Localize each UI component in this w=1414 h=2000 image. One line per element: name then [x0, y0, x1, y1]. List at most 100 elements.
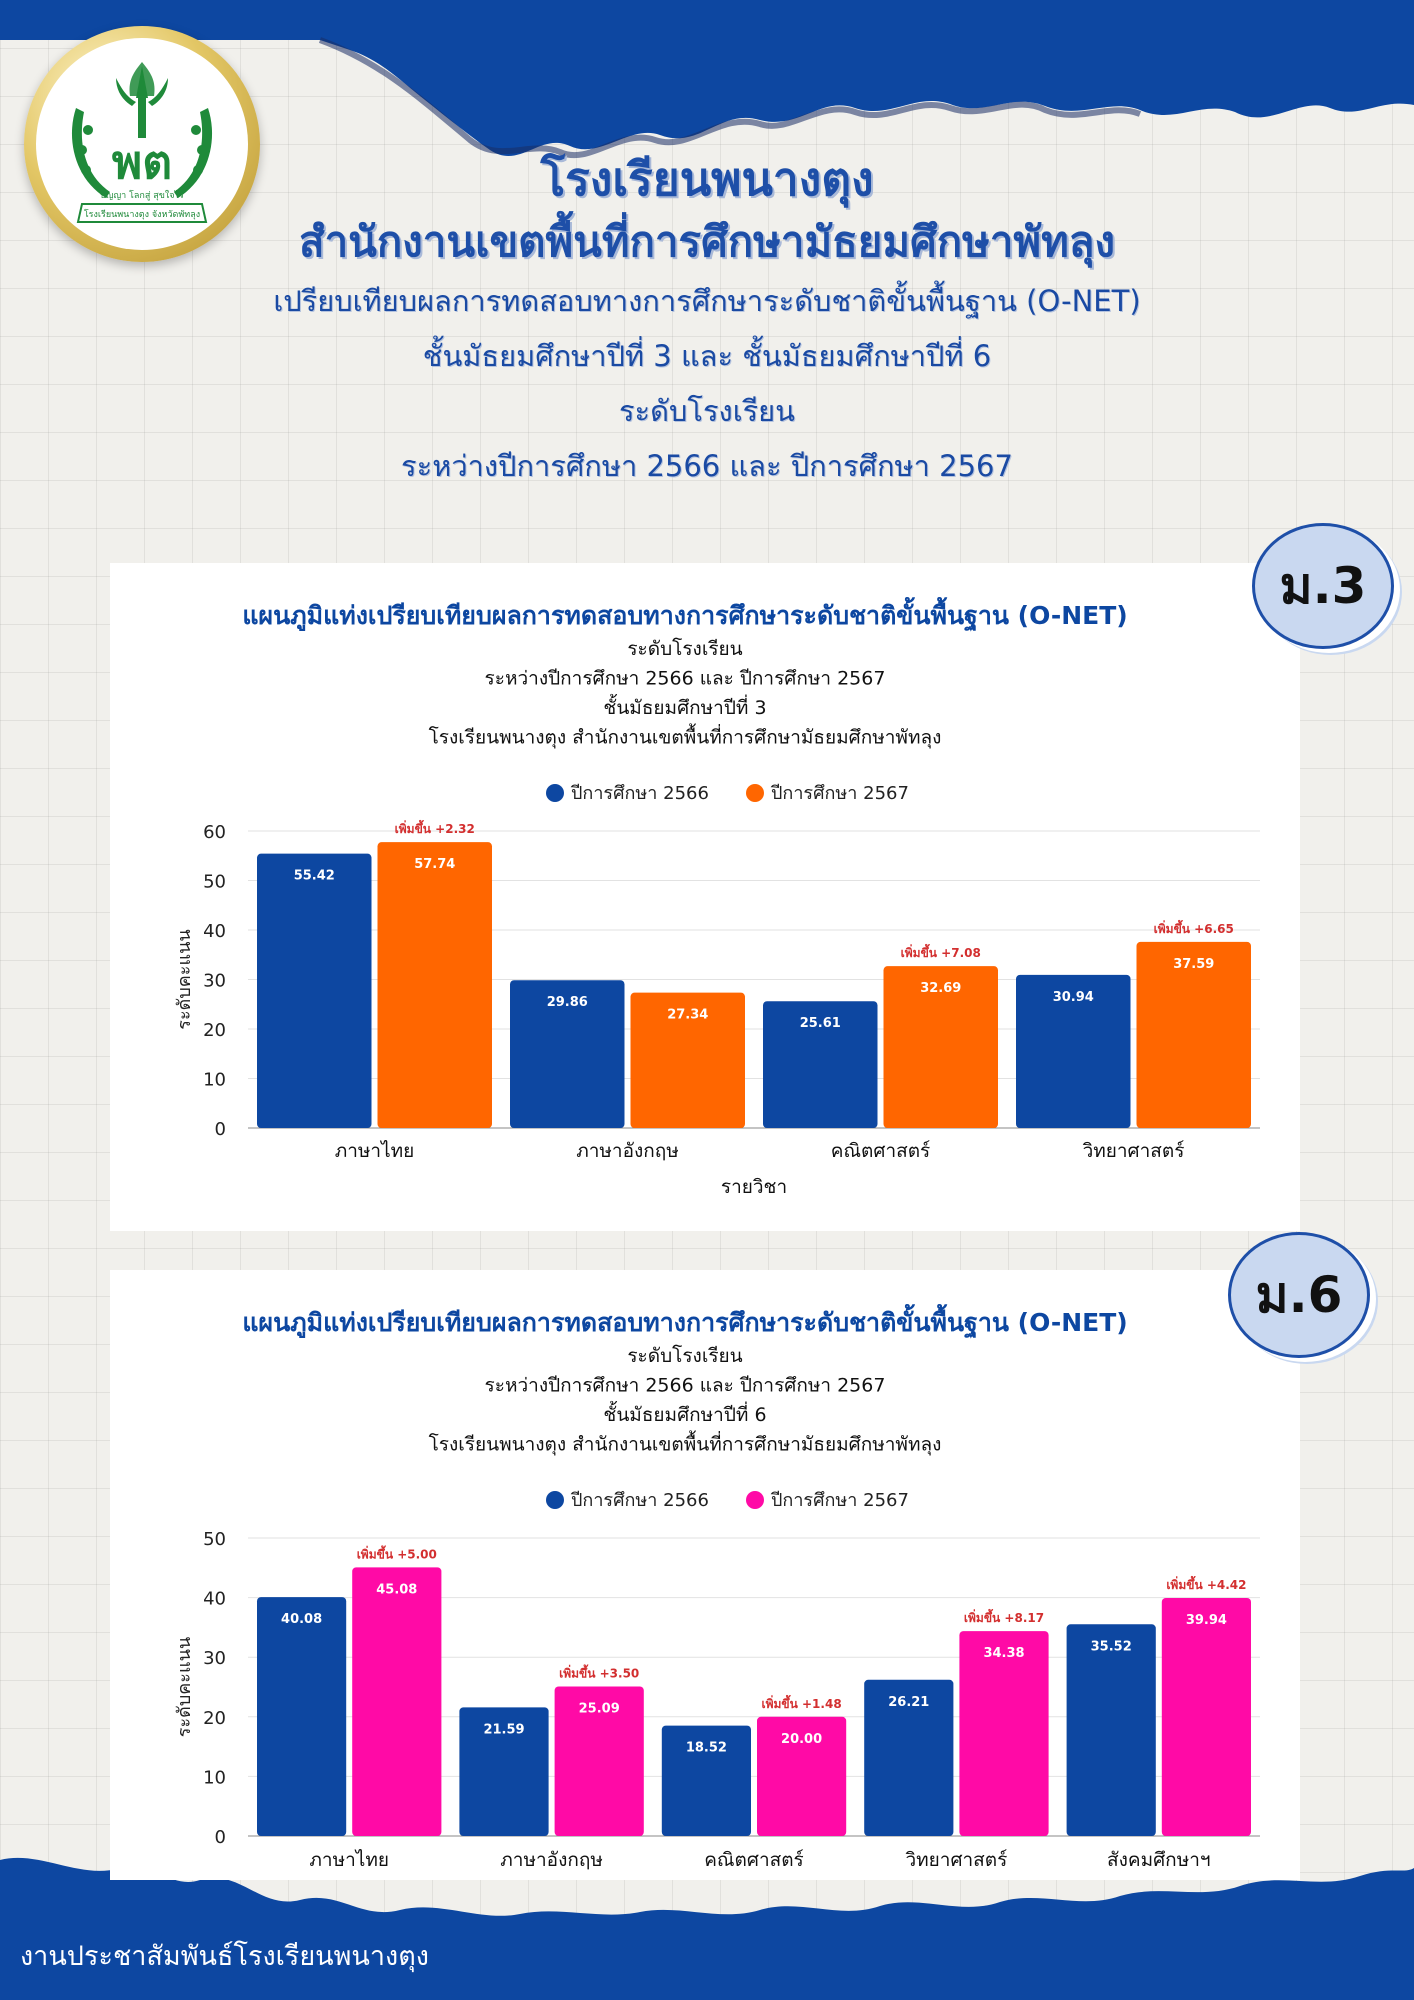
y-tick-label: 10	[203, 1070, 226, 1091]
increase-annotation: เพิ่มขึ้น +4.42	[1166, 1575, 1246, 1592]
y-tick-label: 0	[215, 1119, 226, 1140]
y-tick-label: 60	[203, 822, 226, 843]
y-tick-label: 10	[203, 1767, 226, 1788]
legend-label: ปีการศึกษา 2566	[571, 1490, 709, 1511]
chart-subtitle-line: ชั้นมัธยมศึกษาปีที่ 6	[603, 1401, 766, 1426]
x-category-label: วิทยาศาสตร์	[1082, 1140, 1184, 1162]
chart-subtitle-line: ระดับโรงเรียน	[627, 1344, 742, 1367]
legend-label: ปีการศึกษา 2567	[771, 1490, 909, 1511]
bar	[554, 1686, 644, 1836]
top-decorative-band	[0, 0, 1414, 159]
bar-value-label: 25.09	[579, 1701, 620, 1716]
x-axis-title: รายวิชา	[721, 1176, 787, 1198]
heading-subtitle-3: ระดับโรงเรียน	[618, 394, 795, 428]
y-axis-title: ระดับคะแนน	[174, 929, 195, 1029]
bar-value-label: 18.52	[686, 1741, 727, 1756]
bar-value-label: 37.59	[1173, 957, 1214, 972]
bar	[377, 842, 492, 1128]
chart-title: แผนภูมิแท่งเปรียบเทียบผลการทดสอบทางการศึ…	[242, 596, 1127, 632]
chart-panel-m6: แผนภูมิแท่งเปรียบเทียบผลการทดสอบทางการศึ…	[110, 1270, 1300, 1905]
bar-value-label: 20.00	[781, 1732, 822, 1747]
y-tick-label: 20	[203, 1020, 226, 1041]
increase-annotation: เพิ่มขึ้น +7.08	[901, 943, 981, 960]
y-tick-label: 30	[203, 971, 226, 992]
bar-value-label: 34.38	[983, 1646, 1024, 1661]
chart-panel-m3: แผนภูมิแท่งเปรียบเทียบผลการทดสอบทางการศึ…	[110, 563, 1300, 1231]
x-category-label: วิทยาศาสตร์	[905, 1849, 1007, 1871]
chart-subtitle-line: ชั้นมัธยมศึกษาปีที่ 3	[603, 694, 766, 719]
x-category-label: ภาษาอังกฤษ	[576, 1140, 679, 1162]
y-tick-label: 50	[203, 1529, 226, 1550]
increase-annotation: เพิ่มขึ้น +6.65	[1154, 919, 1234, 936]
y-tick-label: 50	[203, 872, 226, 893]
heading-subtitle-1: เปรียบเทียบผลการทดสอบทางการศึกษาระดับชาต…	[273, 284, 1141, 318]
office-name: สำนักงานเขตพื้นที่การศึกษามัธยมศึกษาพัทล…	[298, 217, 1116, 266]
legend-swatch	[546, 1491, 564, 1509]
bar	[1136, 941, 1251, 1128]
level-badge-m6: ม.6	[1228, 1232, 1370, 1358]
chart-subtitle-line: โรงเรียนพนางตุง สำนักงานเขตพื้นที่การศึก…	[429, 724, 942, 750]
legend-swatch	[546, 784, 564, 802]
bar	[257, 1597, 347, 1836]
bar-value-label: 39.94	[1186, 1613, 1227, 1628]
bar	[661, 1725, 751, 1836]
legend-label: ปีการศึกษา 2567	[771, 783, 909, 804]
x-category-label: ภาษาอังกฤษ	[500, 1849, 603, 1871]
bar	[757, 1716, 847, 1836]
chart-subtitle-line: ระหว่างปีการศึกษา 2566 และ ปีการศึกษา 25…	[485, 1375, 886, 1397]
school-logo: พต ปัญญา โลกสู่ สุขใจไร้ โรงเรียนพนางตุง…	[24, 26, 260, 262]
increase-annotation: เพิ่มขึ้น +3.50	[559, 1663, 639, 1680]
legend-swatch	[746, 1491, 764, 1509]
bar-value-label: 25.61	[800, 1016, 841, 1031]
bar-chart-m6: แผนภูมิแท่งเปรียบเทียบผลการทดสอบทางการศึ…	[174, 1303, 1260, 1905]
chart-subtitle-line: ระดับโรงเรียน	[627, 637, 742, 660]
bar	[510, 980, 625, 1128]
x-category-label: ภาษาไทย	[335, 1140, 415, 1162]
bar	[1161, 1597, 1251, 1836]
x-category-label: ภาษาไทย	[309, 1849, 389, 1871]
x-category-label: คณิตศาสตร์	[704, 1849, 804, 1871]
bar	[1066, 1624, 1156, 1836]
heading-subtitle-2: ชั้นมัธยมศึกษาปีที่ 3 และ ชั้นมัธยมศึกษา…	[422, 339, 992, 373]
increase-annotation: เพิ่มขึ้น +8.17	[964, 1608, 1044, 1625]
logo-motto: ปัญญา โลกสู่ สุขใจไร้	[100, 190, 184, 201]
y-tick-label: 20	[203, 1708, 226, 1729]
bar-value-label: 35.52	[1091, 1639, 1132, 1654]
y-tick-label: 40	[203, 1589, 226, 1610]
bar-value-label: 45.08	[376, 1582, 417, 1597]
bar	[883, 966, 998, 1128]
bottom-decorative-band	[0, 1857, 1414, 2000]
increase-annotation: เพิ่มขึ้น +5.00	[357, 1544, 437, 1561]
page-heading: โรงเรียนพนางตุง สำนักงานเขตพื้นที่การศึก…	[150, 148, 1264, 494]
footer-pr-credit: งานประชาสัมพันธ์โรงเรียนพนางตุง	[20, 1941, 429, 1972]
logo-ribbon: โรงเรียนพนางตุง จังหวัดพัทลุง	[84, 209, 200, 220]
school-name: โรงเรียนพนางตุง	[540, 152, 874, 206]
legend-swatch	[746, 784, 764, 802]
bar-value-label: 55.42	[294, 869, 335, 884]
y-tick-label: 40	[203, 921, 226, 942]
increase-annotation: เพิ่มขึ้น +2.32	[395, 819, 475, 836]
legend-label: ปีการศึกษา 2566	[571, 783, 709, 804]
logo-initials: พต	[112, 135, 172, 189]
bar-value-label: 26.21	[888, 1695, 929, 1710]
bar	[959, 1631, 1049, 1836]
bar	[257, 853, 372, 1128]
bar	[459, 1707, 549, 1836]
bar-value-label: 40.08	[281, 1612, 322, 1627]
bar	[1016, 974, 1131, 1128]
level-badge-m3: ม.3	[1252, 523, 1394, 649]
increase-annotation: เพิ่มขึ้น +1.48	[762, 1694, 842, 1711]
chart-subtitle-line: โรงเรียนพนางตุง สำนักงานเขตพื้นที่การศึก…	[429, 1431, 942, 1457]
bar-value-label: 21.59	[483, 1722, 524, 1737]
y-tick-label: 0	[215, 1827, 226, 1848]
bar-value-label: 30.94	[1053, 990, 1094, 1005]
bar-value-label: 57.74	[414, 857, 455, 872]
bar-value-label: 29.86	[547, 995, 588, 1010]
bar	[763, 1001, 878, 1128]
chart-subtitle-line: ระหว่างปีการศึกษา 2566 และ ปีการศึกษา 25…	[485, 668, 886, 690]
bar-value-label: 27.34	[667, 1008, 708, 1023]
bar	[864, 1679, 954, 1836]
bar	[630, 992, 745, 1128]
x-category-label: สังคมศึกษาฯ	[1107, 1849, 1211, 1871]
bar	[352, 1567, 442, 1836]
